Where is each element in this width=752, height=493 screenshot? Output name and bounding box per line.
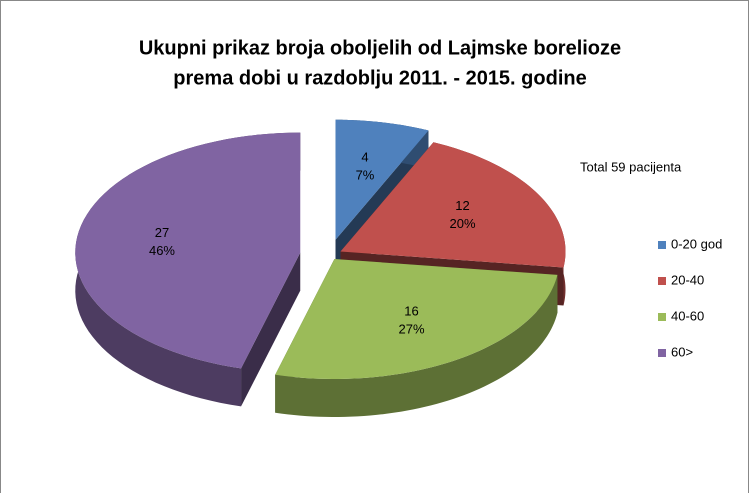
data-label: 7% (356, 167, 375, 182)
slice (75, 132, 301, 369)
data-label: 12 (455, 198, 469, 213)
legend-label: 40-60 (671, 308, 704, 323)
annotation: Total 59 pacijenta (580, 159, 682, 174)
slice (340, 142, 566, 268)
legend-label: 20-40 (671, 272, 704, 287)
legend-label: 0-20 god (671, 236, 722, 251)
legend-swatch (658, 349, 666, 357)
data-label: 16 (404, 303, 418, 318)
slice-group (275, 258, 558, 417)
legend-swatch (658, 313, 666, 321)
slice-side (275, 274, 558, 417)
legend-swatch (658, 277, 666, 285)
data-label: 20% (450, 216, 476, 231)
chart-title: Ukupni prikaz broja oboljelih od Lajmske… (139, 37, 621, 59)
chart-title: prema dobi u razdoblju 2011. - 2015. god… (173, 67, 586, 89)
slice-wall (241, 252, 301, 407)
slice (275, 258, 558, 379)
data-label: 4 (361, 149, 368, 164)
legend-swatch (658, 241, 666, 249)
slice-group (75, 132, 301, 407)
data-label: 46% (149, 243, 175, 258)
legend-label: 60> (671, 344, 693, 359)
data-label: 27% (399, 321, 425, 336)
data-label: 27 (155, 225, 169, 240)
slice (335, 119, 429, 240)
